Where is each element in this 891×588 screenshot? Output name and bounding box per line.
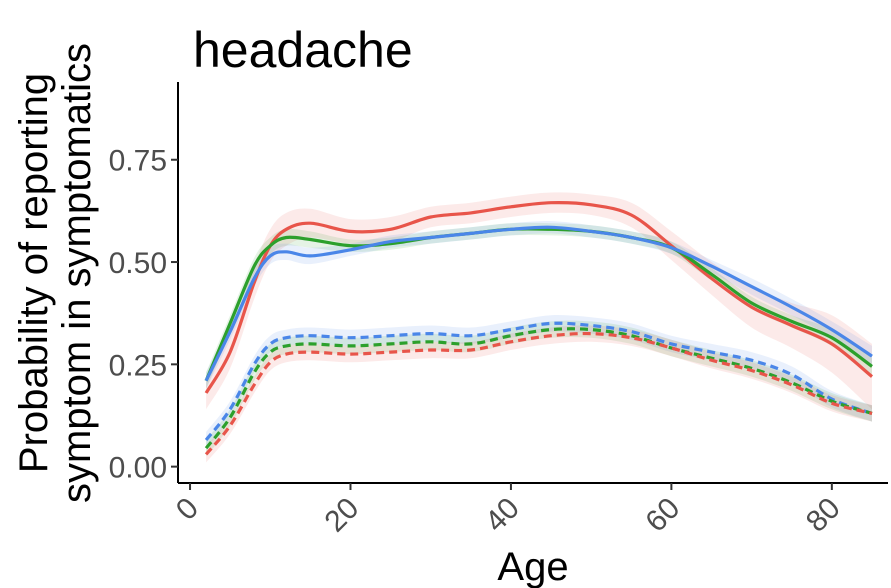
plot-area xyxy=(204,192,874,463)
x-tick-label: 40 xyxy=(479,492,526,539)
y-tick-label: 0.25 xyxy=(109,349,167,382)
chart-title: headache xyxy=(193,22,413,78)
confidence-band-red-dashed xyxy=(206,325,873,463)
y-axis-title-line-2: symptom in symptomatics xyxy=(55,43,99,503)
series-line-green-dashed xyxy=(204,327,873,450)
x-axis-ticks: 0 20 40 60 80 xyxy=(170,483,847,539)
y-axis-title: Probability of reporting symptom in symp… xyxy=(12,43,99,503)
confidence-band-blue-dashed xyxy=(206,315,873,449)
confidence-band-red-solid xyxy=(206,192,873,410)
y-axis-ticks: 0.00 0.25 0.50 0.75 xyxy=(109,145,178,485)
confidence-band-green-dashed xyxy=(206,320,873,457)
y-tick-label: 0.50 xyxy=(109,247,167,280)
y-tick-label: 0.00 xyxy=(109,452,167,485)
confidence-bands xyxy=(206,192,873,463)
series-line-blue-dashed xyxy=(204,321,873,441)
series-line-red-dashed xyxy=(204,331,873,456)
x-tick-label: 80 xyxy=(800,492,847,539)
x-tick-label: 20 xyxy=(319,492,366,539)
series-line-blue-solid xyxy=(204,225,873,382)
y-axis-title-line-1: Probability of reporting xyxy=(12,73,56,473)
x-tick-label: 0 xyxy=(170,492,205,527)
y-tick-label: 0.75 xyxy=(109,145,167,178)
series-lines xyxy=(204,201,874,456)
x-axis-title: Age xyxy=(497,545,568,588)
x-tick-label: 60 xyxy=(639,492,686,539)
